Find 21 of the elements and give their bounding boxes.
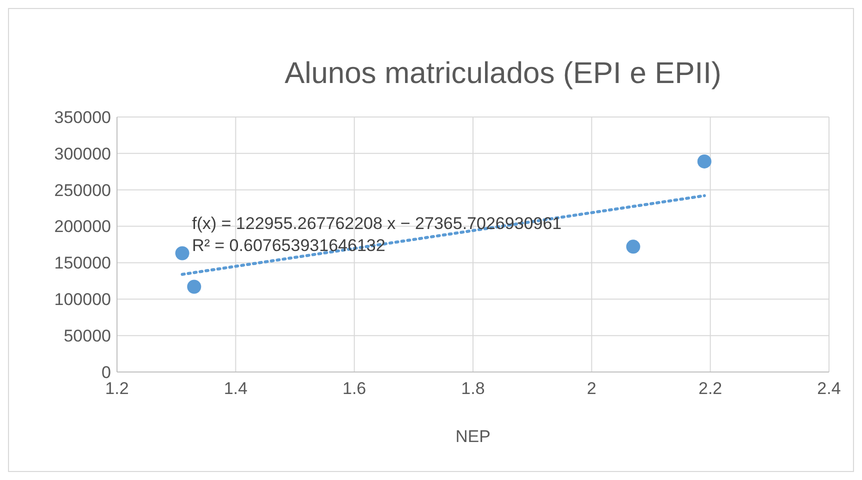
- y-tick-label: 200000: [54, 217, 111, 236]
- point: [187, 280, 202, 294]
- point: [626, 240, 640, 254]
- point: [175, 246, 190, 260]
- y-tick-label: 0: [102, 362, 111, 382]
- point: [697, 154, 712, 168]
- x-tick-label: 2.2: [698, 379, 722, 398]
- y-tick-label: 150000: [54, 254, 111, 273]
- x-axis-title: NEP: [456, 427, 490, 446]
- x-tick-label: 1.8: [461, 379, 485, 398]
- x-tick-label: 2: [586, 379, 596, 398]
- y-tick-label: 350000: [54, 108, 111, 127]
- y-tick-label: 300000: [54, 144, 111, 164]
- x-tick-label: 2.4: [817, 379, 841, 398]
- y-tick-label: 100000: [54, 290, 111, 310]
- y-tick-label: 250000: [54, 180, 111, 200]
- chart-title: Alunos matriculados (EPI e EPII): [284, 57, 722, 90]
- y-tick-label: 50000: [64, 326, 111, 346]
- x-tick-label: 1.2: [105, 379, 129, 398]
- x-tick-label: 1.4: [224, 379, 248, 398]
- x-tick-label: 1.6: [342, 379, 366, 398]
